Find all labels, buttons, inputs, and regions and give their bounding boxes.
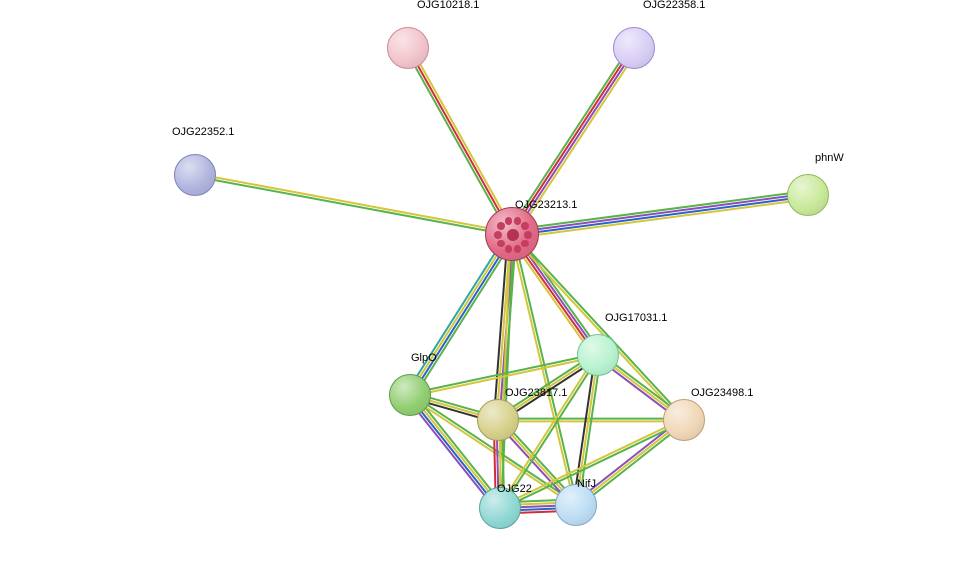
node-circle [555,484,597,526]
hub-petal [494,231,502,239]
node-circle [577,334,619,376]
node-label: OJG10218.1 [417,0,479,11]
graph-edges-layer [0,0,976,567]
edge-OJG23213_1-OJG22352_1-green [195,176,512,235]
node-OJG23213_1[interactable]: OJG23213.1 [485,207,539,261]
hub-petal [514,245,522,253]
node-OJG23498_1[interactable]: OJG23498.1 [663,399,705,441]
node-label: phnW [815,152,844,164]
node-OJG22[interactable]: OJG22 [479,487,521,529]
hub-petal [505,245,513,253]
node-circle [787,174,829,216]
edge-OJG23213_1-OJG10218_1-yellow [410,47,514,233]
node-label: OJG22 [497,483,532,495]
node-label: OJG23498.1 [691,387,753,399]
node-label: OJG22352.1 [172,126,234,138]
edge-OJG23213_1-OJG22352_1-yellow [195,174,512,233]
hub-petal [497,222,505,230]
hub-petal [524,231,532,239]
node-OJG23817_1[interactable]: OJG23817.1 [477,399,519,441]
node-label: OJG23817.1 [505,387,567,399]
node-circle [387,27,429,69]
network-graph: OJG23213.1 OJG10218.1 OJG22358.1 OJG22352.1… [0,0,976,567]
node-circle [174,154,216,196]
node-phnW[interactable]: phnW [787,174,829,216]
node-OJG22352_1[interactable]: OJG22352.1 [174,154,216,196]
hub-petal [497,240,505,248]
node-label: OJG17031.1 [605,312,667,324]
node-label: GlpO [411,352,437,364]
hub-petal [521,240,529,248]
node-circle [663,399,705,441]
node-circle [477,399,519,441]
node-OJG17031_1[interactable]: OJG17031.1 [577,334,619,376]
node-GlpO[interactable]: GlpO [389,374,431,416]
node-OJG10218_1[interactable]: OJG10218.1 [387,27,429,69]
hub-petal [521,222,529,230]
hub-core [507,229,519,241]
node-label: OJG22358.1 [643,0,705,11]
node-NifJ[interactable]: NifJ [555,484,597,526]
hub-petal [505,217,513,225]
node-label: OJG23213.1 [515,199,577,211]
node-circle [389,374,431,416]
node-OJG22358_1[interactable]: OJG22358.1 [613,27,655,69]
node-circle [485,207,539,261]
node-label: NifJ [577,478,596,490]
hub-petal [514,217,522,225]
node-circle [613,27,655,69]
